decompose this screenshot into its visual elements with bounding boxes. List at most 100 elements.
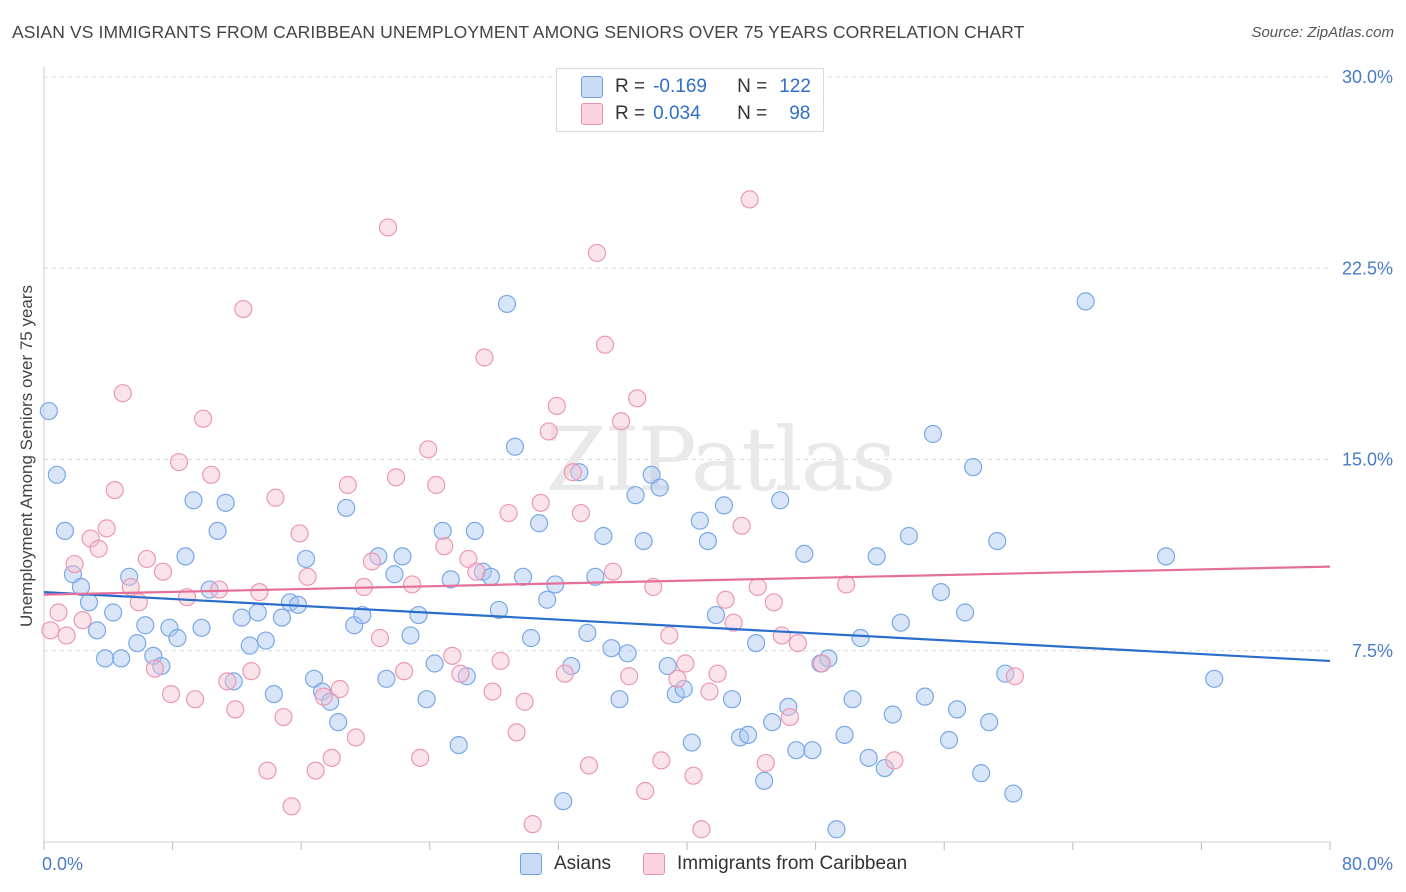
legend-n-value: 122 (779, 76, 811, 97)
data-point (330, 679, 349, 699)
data-point (708, 664, 727, 683)
data-point (377, 669, 396, 688)
data-point (208, 521, 227, 541)
data-point (636, 781, 655, 801)
data-point (386, 468, 406, 487)
data-point (668, 669, 687, 688)
data-point (859, 748, 878, 767)
data-point (1205, 669, 1224, 688)
data-point (306, 761, 325, 780)
data-point (298, 567, 317, 586)
legend-n-label: N = (737, 103, 768, 124)
data-point (972, 764, 991, 783)
data-point (652, 751, 671, 770)
data-point (692, 820, 711, 839)
data-point (200, 580, 219, 599)
legend-label-caribbean: Immigrants from Caribbean (677, 853, 908, 874)
x-tick-label: 0.0% (42, 854, 83, 874)
data-point (578, 623, 597, 643)
data-point (867, 547, 886, 566)
data-point (812, 654, 832, 673)
axis-labels: 7.5% 15.0% 22.5% 30.0% 0.0% 80.0% Unemployment… (17, 67, 1393, 874)
data-point (409, 605, 428, 625)
data-point (210, 580, 229, 599)
legend-item-caribbean[interactable]: Immigrants from Caribbean (643, 853, 907, 875)
data-point (234, 299, 253, 319)
data-point (843, 690, 862, 709)
series-asians (39, 292, 1224, 839)
data-point (378, 218, 398, 237)
data-point (747, 633, 766, 653)
data-point (947, 700, 967, 719)
data-point (39, 401, 58, 421)
data-point (296, 549, 316, 569)
data-point (1156, 547, 1176, 566)
data-point (248, 603, 267, 622)
data-point (177, 588, 197, 607)
data-point (611, 412, 631, 431)
y-axis-title: Unemployment Among Seniors over 75 years (17, 285, 36, 627)
data-point (803, 741, 822, 760)
data-point (192, 618, 211, 637)
data-point (417, 690, 436, 709)
chart-title: ASIAN VS IMMIGRANTS FROM CARIBBEAN UNEMP… (12, 22, 1025, 42)
data-point (755, 771, 774, 790)
data-point (555, 664, 574, 683)
data-point (137, 549, 156, 569)
data-point (788, 633, 808, 653)
data-point (521, 628, 541, 648)
data-point (634, 531, 653, 551)
data-point (169, 452, 189, 472)
data-point (587, 243, 607, 263)
data-point (722, 690, 742, 709)
data-point (523, 815, 542, 834)
data-point (964, 458, 983, 477)
data-point (202, 465, 221, 484)
data-point (980, 713, 999, 732)
y-tick-label: 15.0% (1342, 450, 1393, 470)
data-point (337, 498, 356, 518)
data-point (724, 613, 743, 632)
data-point (41, 621, 60, 640)
data-point (290, 524, 309, 543)
y-tick-label: 22.5% (1342, 258, 1393, 278)
data-point (489, 600, 509, 620)
data-point (1005, 667, 1025, 686)
data-point (338, 475, 357, 495)
data-point (73, 611, 92, 630)
data-point (353, 605, 372, 625)
trend-line (43, 591, 1331, 663)
data-point (698, 531, 717, 551)
data-point (837, 575, 856, 594)
data-point (738, 725, 758, 745)
data-point (955, 603, 975, 622)
data-point (915, 687, 935, 706)
data-point (771, 491, 790, 510)
data-point (835, 725, 854, 745)
data-point (571, 503, 591, 523)
data-point (168, 628, 187, 648)
data-point (483, 682, 502, 701)
data-point (443, 646, 462, 665)
data-point (433, 521, 452, 541)
legend-item-asians[interactable]: Asians (520, 853, 611, 875)
data-point (716, 590, 735, 609)
data-point (682, 733, 701, 752)
data-point (626, 486, 645, 505)
data-point (403, 575, 422, 594)
data-point (467, 562, 486, 581)
data-point (216, 493, 235, 512)
data-point (851, 628, 870, 648)
data-point (885, 751, 904, 770)
legend-r-value: 0.034 (653, 103, 701, 124)
data-point (256, 631, 275, 650)
data-point (451, 664, 470, 683)
data-point (161, 684, 181, 704)
data-point (435, 537, 454, 556)
legend-label-asians: Asians (554, 853, 612, 874)
data-point (57, 626, 76, 645)
data-point (499, 503, 518, 523)
data-point (505, 437, 525, 456)
data-point (194, 409, 213, 428)
data-point (515, 692, 534, 711)
